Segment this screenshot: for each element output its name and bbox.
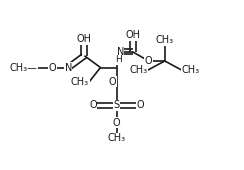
Text: CH₃: CH₃ [107,133,126,143]
Text: CH₃: CH₃ [130,65,148,75]
Text: S: S [113,100,120,110]
Text: CH₃: CH₃ [71,77,89,87]
Text: H: H [115,55,122,64]
Text: CH₃: CH₃ [182,65,200,75]
Text: CH₃: CH₃ [156,35,174,45]
Text: O: O [145,56,152,66]
Text: O: O [113,117,120,128]
Text: N: N [65,63,72,73]
Text: O: O [48,63,56,73]
Text: O: O [89,100,97,110]
Text: CH₃—: CH₃— [9,63,37,73]
Text: N: N [117,47,124,57]
Text: O: O [109,77,117,87]
Text: OH: OH [77,34,92,44]
Text: OH: OH [125,30,140,40]
Text: O: O [136,100,144,110]
